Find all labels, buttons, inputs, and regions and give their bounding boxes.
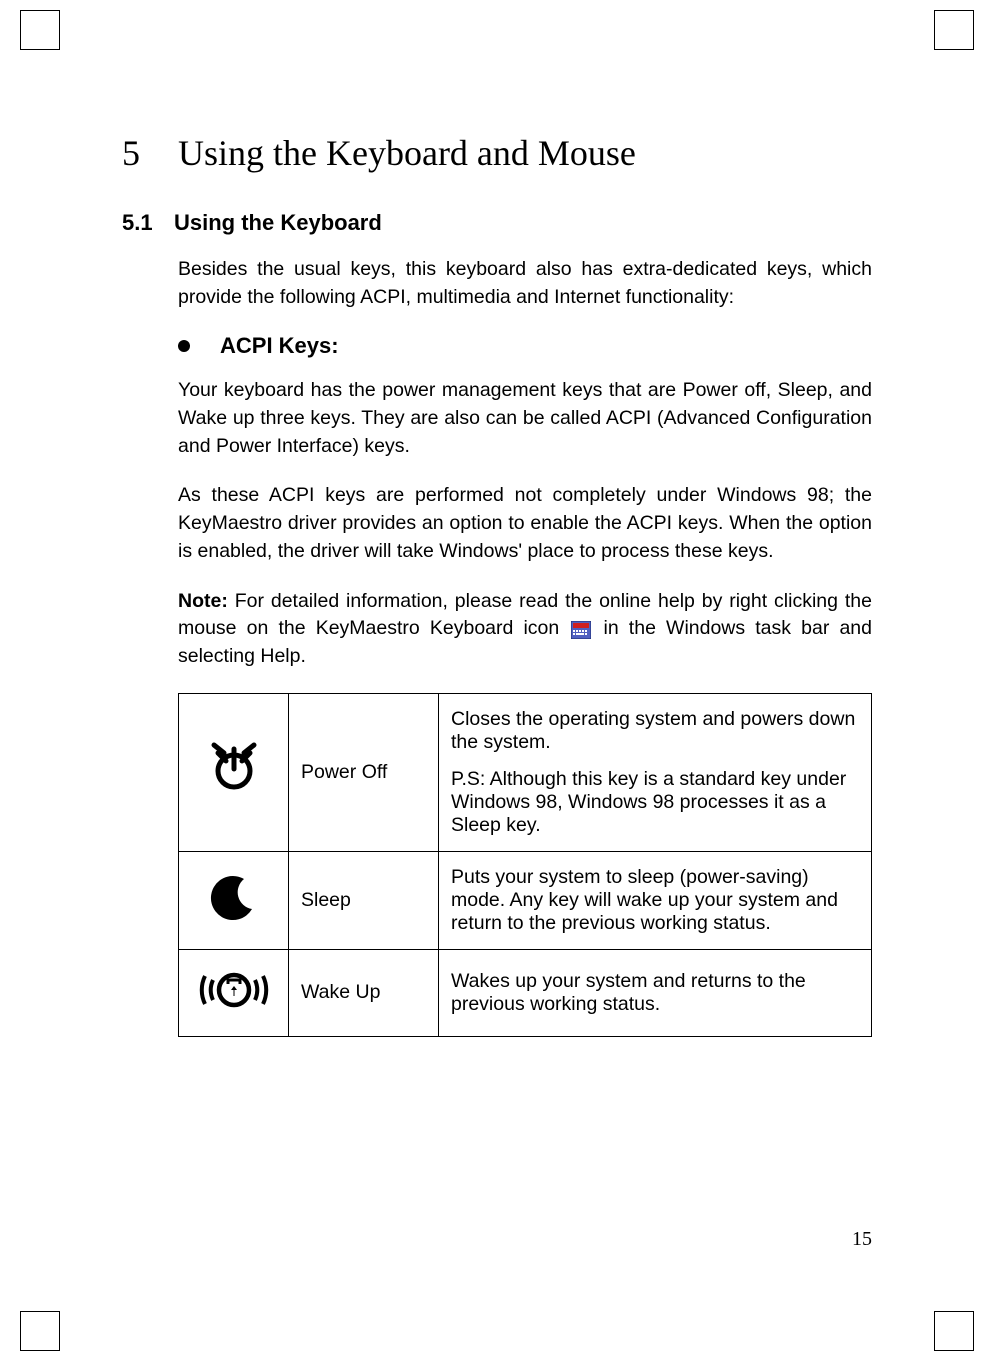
- table-row: Sleep Puts your system to sleep (power-s…: [179, 851, 872, 949]
- corner-box-bl: [20, 1311, 60, 1351]
- note-paragraph: Note: For detailed information, please r…: [178, 588, 872, 671]
- sleep-icon: [204, 867, 264, 927]
- section-title-text: Using the Keyboard: [174, 210, 382, 235]
- note-label: Note:: [178, 590, 228, 612]
- key-description: Closes the operating system and powers d…: [439, 693, 872, 851]
- desc-text-2: P.S: Although this key is a standard key…: [451, 768, 859, 837]
- page-content: 5Using the Keyboard and Mouse 5.1Using t…: [122, 132, 872, 1037]
- wake-up-icon: [195, 964, 273, 1016]
- table-row: Power Off Closes the operating system an…: [179, 693, 872, 851]
- chapter-title: 5Using the Keyboard and Mouse: [122, 132, 872, 174]
- icon-cell: [179, 693, 289, 851]
- chapter-title-text: Using the Keyboard and Mouse: [178, 133, 636, 173]
- table-row: Wake Up Wakes up your system and returns…: [179, 949, 872, 1036]
- corner-box-br: [934, 1311, 974, 1351]
- icon-cell: [179, 851, 289, 949]
- power-off-icon: [204, 739, 264, 799]
- paragraph-2: As these ACPI keys are performed not com…: [178, 482, 872, 565]
- key-name: Sleep: [289, 851, 439, 949]
- subsection-header: ACPI Keys:: [178, 333, 872, 359]
- section-title: 5.1Using the Keyboard: [122, 210, 872, 236]
- key-description: Wakes up your system and returns to the …: [439, 949, 872, 1036]
- icon-cell: [179, 949, 289, 1036]
- keymaestro-icon: [571, 620, 591, 638]
- chapter-number: 5: [122, 132, 178, 174]
- acpi-keys-table: Power Off Closes the operating system an…: [178, 693, 872, 1037]
- key-description: Puts your system to sleep (power-saving)…: [439, 851, 872, 949]
- subsection-title: ACPI Keys:: [220, 333, 339, 359]
- page-number: 15: [852, 1228, 872, 1251]
- bullet-icon: [178, 340, 190, 352]
- key-name: Power Off: [289, 693, 439, 851]
- section-number: 5.1: [122, 210, 174, 236]
- corner-box-tr: [934, 10, 974, 50]
- desc-text-1: Closes the operating system and powers d…: [451, 708, 859, 754]
- paragraph-1: Your keyboard has the power management k…: [178, 377, 872, 460]
- key-name: Wake Up: [289, 949, 439, 1036]
- intro-paragraph: Besides the usual keys, this keyboard al…: [178, 256, 872, 311]
- corner-box-tl: [20, 10, 60, 50]
